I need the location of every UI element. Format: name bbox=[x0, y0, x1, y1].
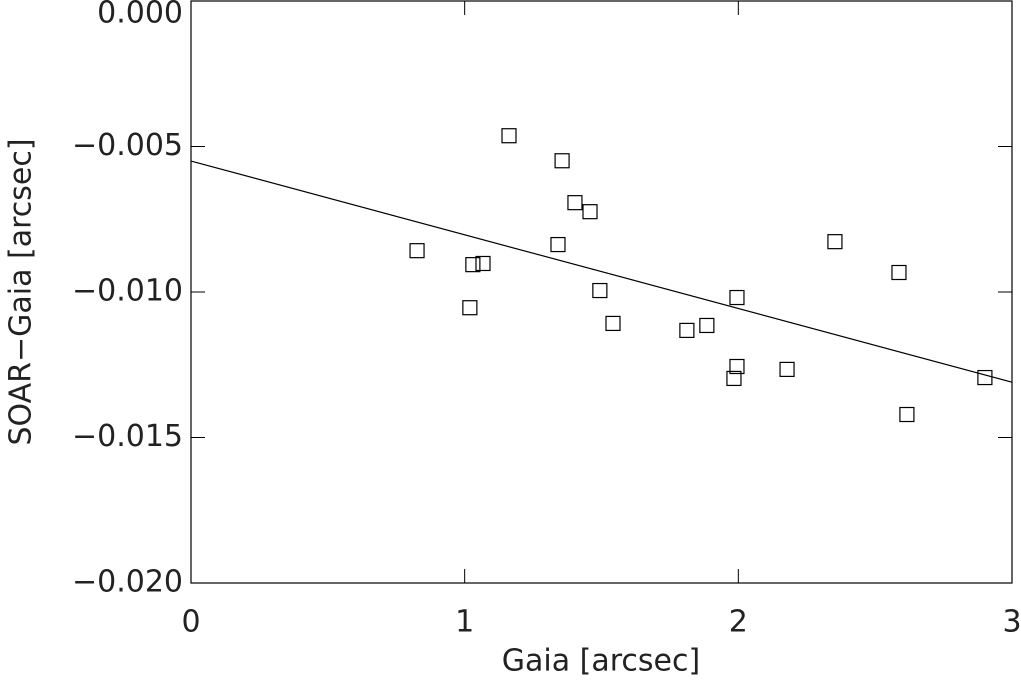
point bbox=[582, 204, 598, 220]
x-tick-label: 1 bbox=[455, 605, 474, 640]
point bbox=[567, 195, 583, 211]
point bbox=[592, 282, 608, 299]
x-axis-label: Gaia [arcsec] bbox=[502, 644, 700, 679]
point bbox=[465, 257, 481, 273]
y-axis-label: SOAR−Gaia [arcsec] bbox=[4, 138, 39, 445]
point bbox=[605, 315, 621, 332]
y-tick-label: −0.020 bbox=[72, 565, 183, 600]
y-tick-label: −0.010 bbox=[72, 274, 183, 309]
point bbox=[409, 243, 425, 259]
point bbox=[501, 128, 517, 144]
point bbox=[699, 317, 715, 334]
point bbox=[729, 358, 745, 375]
x-tick-label: 0 bbox=[181, 605, 200, 640]
point bbox=[827, 234, 843, 250]
x-tick-label: 3 bbox=[1002, 605, 1021, 640]
y-tick-label: −0.005 bbox=[72, 128, 183, 163]
point bbox=[779, 361, 795, 378]
point bbox=[729, 289, 745, 306]
point bbox=[899, 406, 915, 423]
point bbox=[462, 300, 478, 316]
point bbox=[726, 370, 742, 387]
point bbox=[891, 264, 907, 281]
plot-frame bbox=[190, 0, 1013, 584]
y-tick-label: 0.000 bbox=[97, 0, 183, 31]
point bbox=[475, 255, 491, 272]
point bbox=[977, 369, 993, 386]
point bbox=[554, 153, 570, 169]
point bbox=[679, 322, 695, 339]
y-tick-label: −0.015 bbox=[72, 419, 183, 454]
point bbox=[550, 236, 566, 253]
fit-line bbox=[190, 160, 1013, 383]
x-tick-label: 2 bbox=[729, 605, 748, 640]
